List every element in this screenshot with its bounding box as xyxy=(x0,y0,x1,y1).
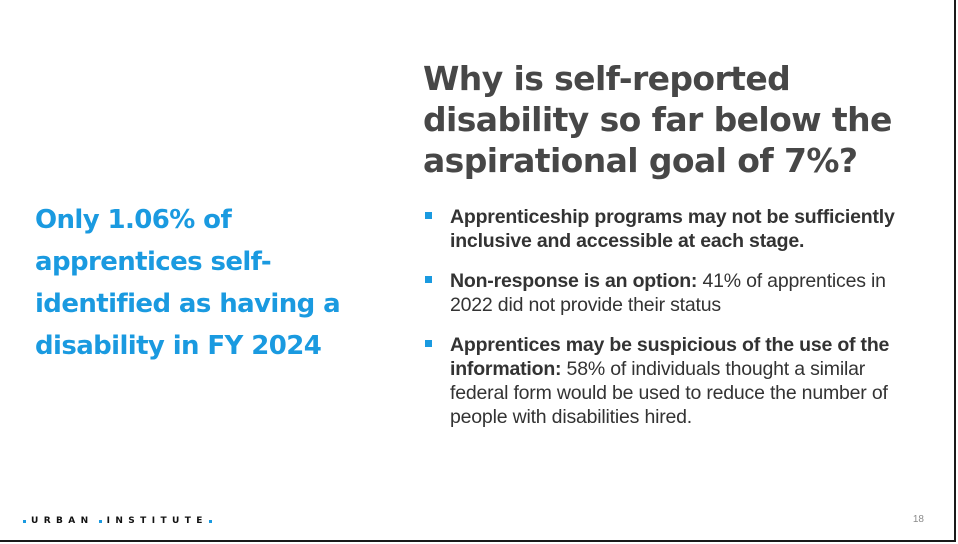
bullet-item: Apprenticeship programs may not be suffi… xyxy=(423,205,928,253)
bullet-item: Apprentices may be suspicious of the use… xyxy=(423,333,928,429)
bullet-item: Non-response is an option: 41% of appren… xyxy=(423,269,928,317)
logo-word-urban: URBAN xyxy=(31,516,94,526)
bullet-bold-text: Non-response is an option: xyxy=(450,270,698,292)
dot-icon xyxy=(208,519,212,523)
page-number: 18 xyxy=(912,514,924,525)
bullet-bold-text: Apprenticeship programs may not be suffi… xyxy=(450,206,895,252)
bullet-bold-text: Apprentices may be suspicious of the use… xyxy=(450,334,890,380)
slide-title: Why is self-reported disability so far b… xyxy=(423,59,892,180)
square-bullet-icon xyxy=(425,340,432,347)
dot-icon xyxy=(23,519,26,523)
logo-word-institute: INSTITUTE xyxy=(106,516,208,526)
square-bullet-icon xyxy=(425,276,432,283)
bullet-body-text: 41% of apprentices in 2022 did not provi… xyxy=(450,270,886,316)
key-stat-callout: Only 1.06% of apprentices self-identifie… xyxy=(35,205,341,361)
dot-icon xyxy=(98,519,102,523)
urban-institute-logo: URBAN INSTITUTE xyxy=(18,515,217,527)
square-bullet-icon xyxy=(425,212,432,219)
bullet-list: Apprenticeship programs may not be suffi… xyxy=(423,205,928,429)
bullet-body-text: 58% of individuals thought a similar fed… xyxy=(450,358,888,428)
